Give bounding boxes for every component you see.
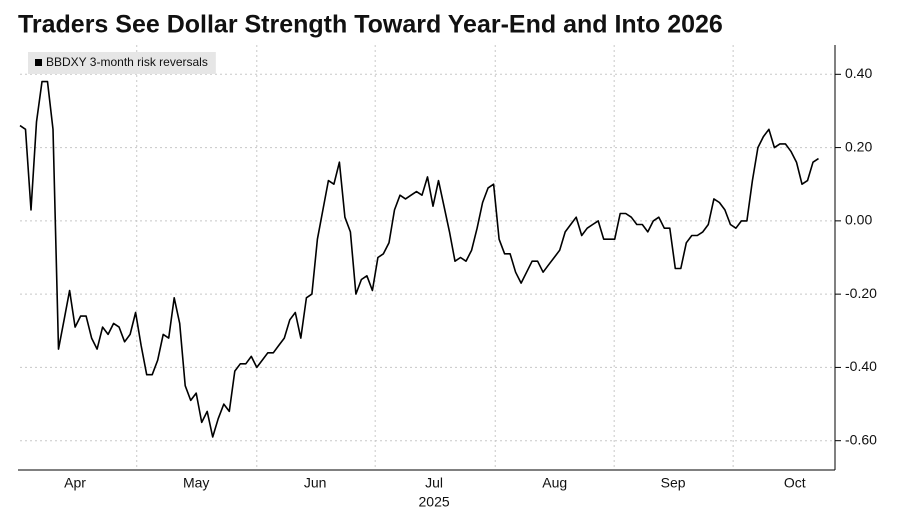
x-axis-label: 2025	[419, 494, 450, 510]
legend-box	[28, 52, 216, 74]
x-tick-label: May	[183, 475, 209, 491]
y-tick-label: -0.20	[845, 285, 877, 301]
x-tick-label: Sep	[661, 475, 686, 491]
x-tick-label: Aug	[542, 475, 567, 491]
line	[19, 80, 819, 438]
y-tick-label: -0.60	[845, 431, 877, 447]
y-tick-label: 0.00	[845, 212, 872, 228]
x-tick-label: Apr	[64, 475, 86, 491]
chart-title: Traders See Dollar Strength Toward Year-…	[18, 11, 723, 39]
y-tick-label: 0.20	[845, 138, 872, 154]
legend-label: BBDXY 3-month risk reversals	[46, 55, 208, 69]
legend-swatch	[35, 59, 42, 66]
x-tick-label: Jun	[304, 475, 327, 491]
y-tick-label: 0.40	[845, 65, 872, 81]
y-tick-label: -0.40	[845, 358, 877, 374]
x-tick-label: Jul	[425, 475, 443, 491]
x-tick-label: Oct	[784, 475, 806, 491]
